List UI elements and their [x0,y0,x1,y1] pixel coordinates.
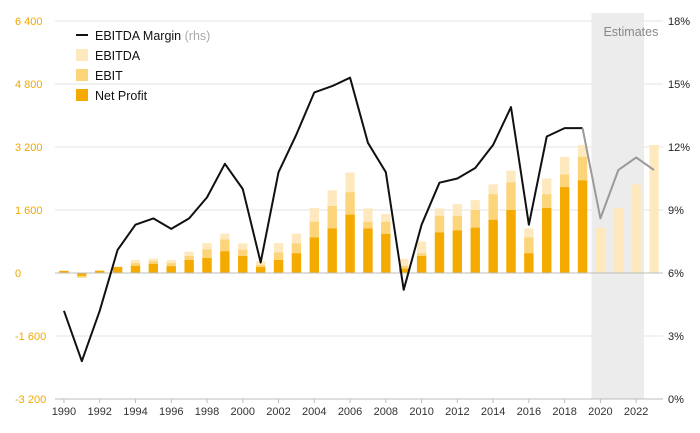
net-bar [506,210,516,273]
ebitda-bar [649,145,659,273]
x-tick-label: 1990 [52,406,76,418]
estimates-label: Estimates [603,25,658,39]
ebitda-bar [631,184,641,273]
legend-label-margin: EBITDA Margin (rhs) [95,29,210,43]
left-tick-label: 3 200 [15,142,43,154]
margin-line-actual [62,76,583,363]
net-bar [559,187,570,273]
right-tick-label: 3% [668,331,684,343]
x-tick-label: 1992 [87,406,111,418]
left-tick-label: 6 400 [15,16,43,28]
net-bar [363,228,373,273]
legend: EBITDA Margin (rhs) EBITDA EBIT Net Profit [76,29,210,103]
x-tick-label: 2004 [302,406,326,418]
net-bar [416,256,427,273]
net-bar [255,267,266,273]
x-tick-label: 2012 [445,406,469,418]
right-tick-label: 9% [668,205,684,217]
x-axis: 1990 1992 1994 1996 1998 2000 2002 2004 2006 2008… [52,398,663,418]
net-bar [130,265,141,273]
net-bar [452,230,463,273]
x-tick-label: 2022 [624,406,648,418]
x-tick-label: 2010 [409,406,433,418]
ebitda-bar [613,208,623,273]
x-tick-label: 1994 [123,406,147,418]
x-tick-label: 2008 [374,406,398,418]
net-bar [345,214,355,273]
net-bar [220,251,230,273]
net-bar [327,228,337,273]
x-tick-label: 1998 [195,406,219,418]
net-bar [148,263,159,273]
net-bar [399,268,409,273]
left-tick-label: -1 600 [15,331,46,343]
bars [59,145,659,278]
x-tick-label: 2018 [552,406,576,418]
ebitda-bar [595,227,606,273]
net-bar [202,258,212,273]
margin-line-estimate [581,127,655,220]
legend-label-net: Net Profit [95,89,148,103]
net-bar [309,237,319,273]
net-bar [434,232,445,273]
legend-swatch-ebit [76,69,88,81]
x-tick-label: 2000 [231,406,255,418]
right-tick-label: 12% [668,142,690,154]
net-bar [577,180,588,273]
net-bar [381,234,391,273]
right-tick-label: 0% [668,394,684,406]
x-tick-label: 2014 [481,406,505,418]
legend-label-ebitda: EBITDA [95,49,141,63]
net-bar [59,271,69,273]
legend-label-ebit: EBIT [95,69,123,83]
left-tick-label: 4 800 [15,79,43,91]
margin-line [62,76,655,363]
x-tick-label: 1996 [159,406,183,418]
legend-swatch-net [76,89,88,101]
x-tick-label: 2006 [338,406,362,418]
net-bar [238,256,248,273]
net-bar [273,260,284,273]
net-bar [166,266,176,273]
right-tick-label: 18% [668,16,690,28]
net-bar [542,208,552,273]
net-bar [470,227,480,273]
legend-swatch-ebitda [76,49,88,61]
net-bar [184,260,194,273]
x-tick-label: 2002 [266,406,290,418]
gridlines [55,20,663,400]
net-bar [524,253,534,273]
x-tick-label: 2016 [517,406,541,418]
left-tick-label: 0 [15,268,21,280]
net-bar [77,273,87,276]
right-tick-label: 15% [668,79,690,91]
net-bar [488,219,498,273]
left-axis: 6 400 4 800 3 200 1 600 0 -1 600 -3 200 [15,16,46,406]
left-tick-label: -3 200 [15,394,46,406]
net-bar [291,253,302,273]
left-tick-label: 1 600 [15,205,43,217]
x-tick-label: 2020 [588,406,612,418]
right-axis: 18% 15% 12% 9% 6% 3% 0% [668,16,690,406]
net-bar [95,271,105,273]
right-tick-label: 6% [668,268,684,280]
net-bar [112,267,123,273]
legend-note: (rhs) [181,29,210,43]
